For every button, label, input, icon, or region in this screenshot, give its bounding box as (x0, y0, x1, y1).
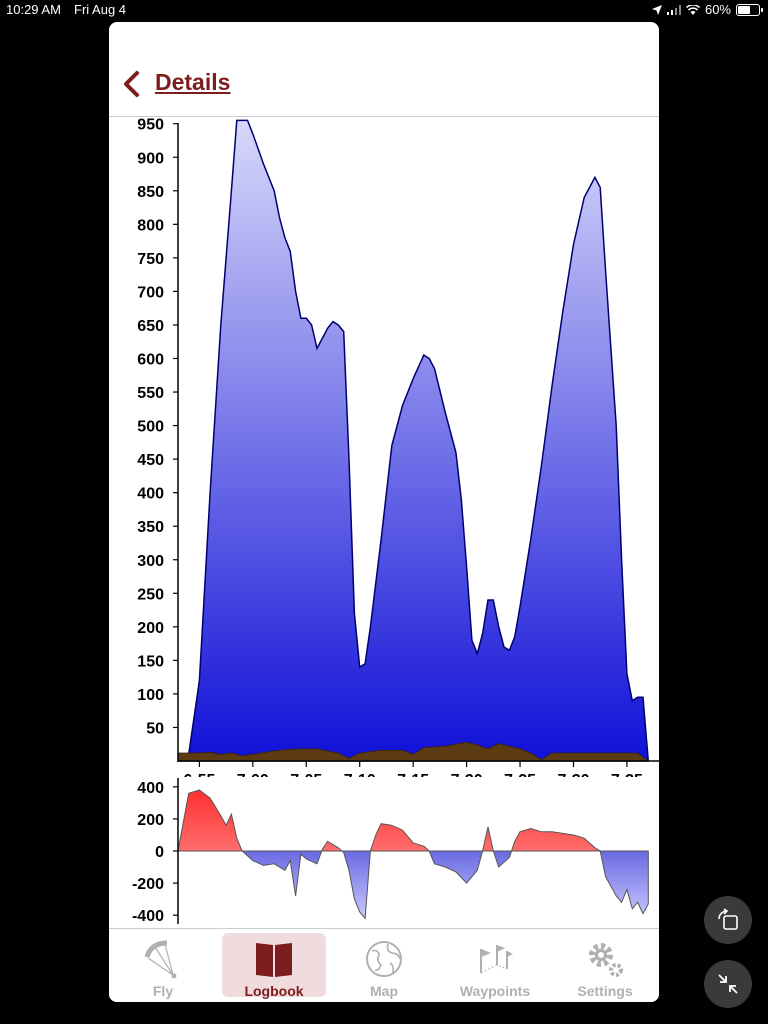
tab-waypoints-label: Waypoints (459, 983, 531, 999)
y-tick-label: 800 (137, 217, 164, 234)
vario-y-tick-label: 0 (155, 844, 164, 861)
y-tick-label: 400 (137, 486, 164, 503)
gear-icon (589, 943, 623, 977)
y-tick-label: 650 (137, 318, 164, 335)
y-tick-label: 450 (137, 452, 164, 469)
tab-fly-label: Fly (152, 983, 174, 999)
chevron-left-icon[interactable] (119, 70, 143, 98)
tab-logbook[interactable]: Logbook (222, 933, 326, 999)
minimize-arrows-icon (718, 974, 738, 994)
tab-fly[interactable]: Fly (111, 933, 215, 999)
y-tick-label: 900 (137, 150, 164, 167)
y-tick-label: 150 (137, 653, 164, 670)
wifi-icon (685, 4, 700, 15)
status-indicators: 60% (651, 2, 763, 17)
minimize-button[interactable] (704, 960, 752, 1008)
tab-settings[interactable]: Settings (553, 933, 657, 999)
y-tick-label: 200 (137, 620, 164, 637)
sink-area (177, 851, 649, 920)
back-button[interactable]: Details (155, 69, 231, 95)
x-tick-label: 7:10 (344, 772, 376, 777)
y-tick-label: 250 (137, 586, 164, 603)
y-tick-label: 500 (137, 419, 164, 436)
logbook-icon (256, 943, 292, 977)
x-tick-label: 7:00 (237, 772, 269, 777)
y-tick-label: 100 (137, 687, 164, 704)
tab-map-label: Map (370, 983, 398, 999)
x-tick-label: 7:25 (504, 772, 536, 777)
altitude-area (176, 119, 650, 762)
details-panel: Details 50 100 150 200 250 300 350 400 450 500 550… (109, 22, 659, 1002)
y-tick-label: 700 (137, 284, 164, 301)
vario-y-tick-label: 200 (137, 812, 164, 829)
y-tick-label: 300 (137, 553, 164, 570)
tab-bar: Fly Logbook Map Waypoints (109, 928, 659, 1002)
y-tick-label: 750 (137, 251, 164, 268)
globe-icon (366, 941, 402, 977)
status-time: 10:29 AM (6, 2, 61, 17)
rotate-screen-icon (718, 908, 738, 930)
vario-y-tick-label: 400 (137, 780, 164, 797)
y-tick-label: 850 (137, 184, 164, 201)
location-icon (651, 4, 662, 15)
y-tick-label: 50 (146, 720, 164, 737)
status-bar: 10:29 AM Fri Aug 4 60% (0, 0, 768, 20)
waypoint-flags-icon (480, 945, 513, 974)
vario-chart: 400 200 0 -200 -400 (132, 778, 649, 925)
status-date: Fri Aug 4 (74, 2, 127, 17)
paraglider-icon (144, 940, 177, 979)
y-tick-label: 600 (137, 352, 164, 369)
climb-area (177, 789, 649, 851)
rotate-screen-button[interactable] (704, 896, 752, 944)
vario-y-tick-label: -200 (132, 876, 164, 893)
y-tick-label: 950 (137, 117, 164, 134)
ground-elevation-area (177, 741, 649, 762)
x-tick-label: 7:30 (557, 772, 589, 777)
y-tick-label: 350 (137, 519, 164, 536)
y-tick-label: 550 (137, 385, 164, 402)
tab-logbook-label: Logbook (244, 983, 304, 999)
x-tick-label: 7:15 (397, 772, 429, 777)
navigation-bar: Details (109, 22, 659, 117)
x-tick-label: 7:35 (611, 772, 643, 777)
battery-icon (736, 3, 763, 16)
x-tick-label: 7:20 (451, 772, 483, 777)
battery-percent: 60% (704, 2, 731, 17)
tab-settings-label: Settings (577, 983, 633, 999)
x-tick-label: 7:05 (290, 772, 322, 777)
vario-y-tick-label: -400 (132, 908, 164, 925)
signal-icon (666, 4, 681, 15)
tab-map[interactable]: Map (332, 933, 436, 999)
x-tick-label: 6:55 (183, 772, 215, 777)
altitude-chart: 50 100 150 200 250 300 350 400 450 500 550 600 650 70… (137, 117, 659, 777)
tab-waypoints[interactable]: Waypoints (443, 933, 547, 999)
